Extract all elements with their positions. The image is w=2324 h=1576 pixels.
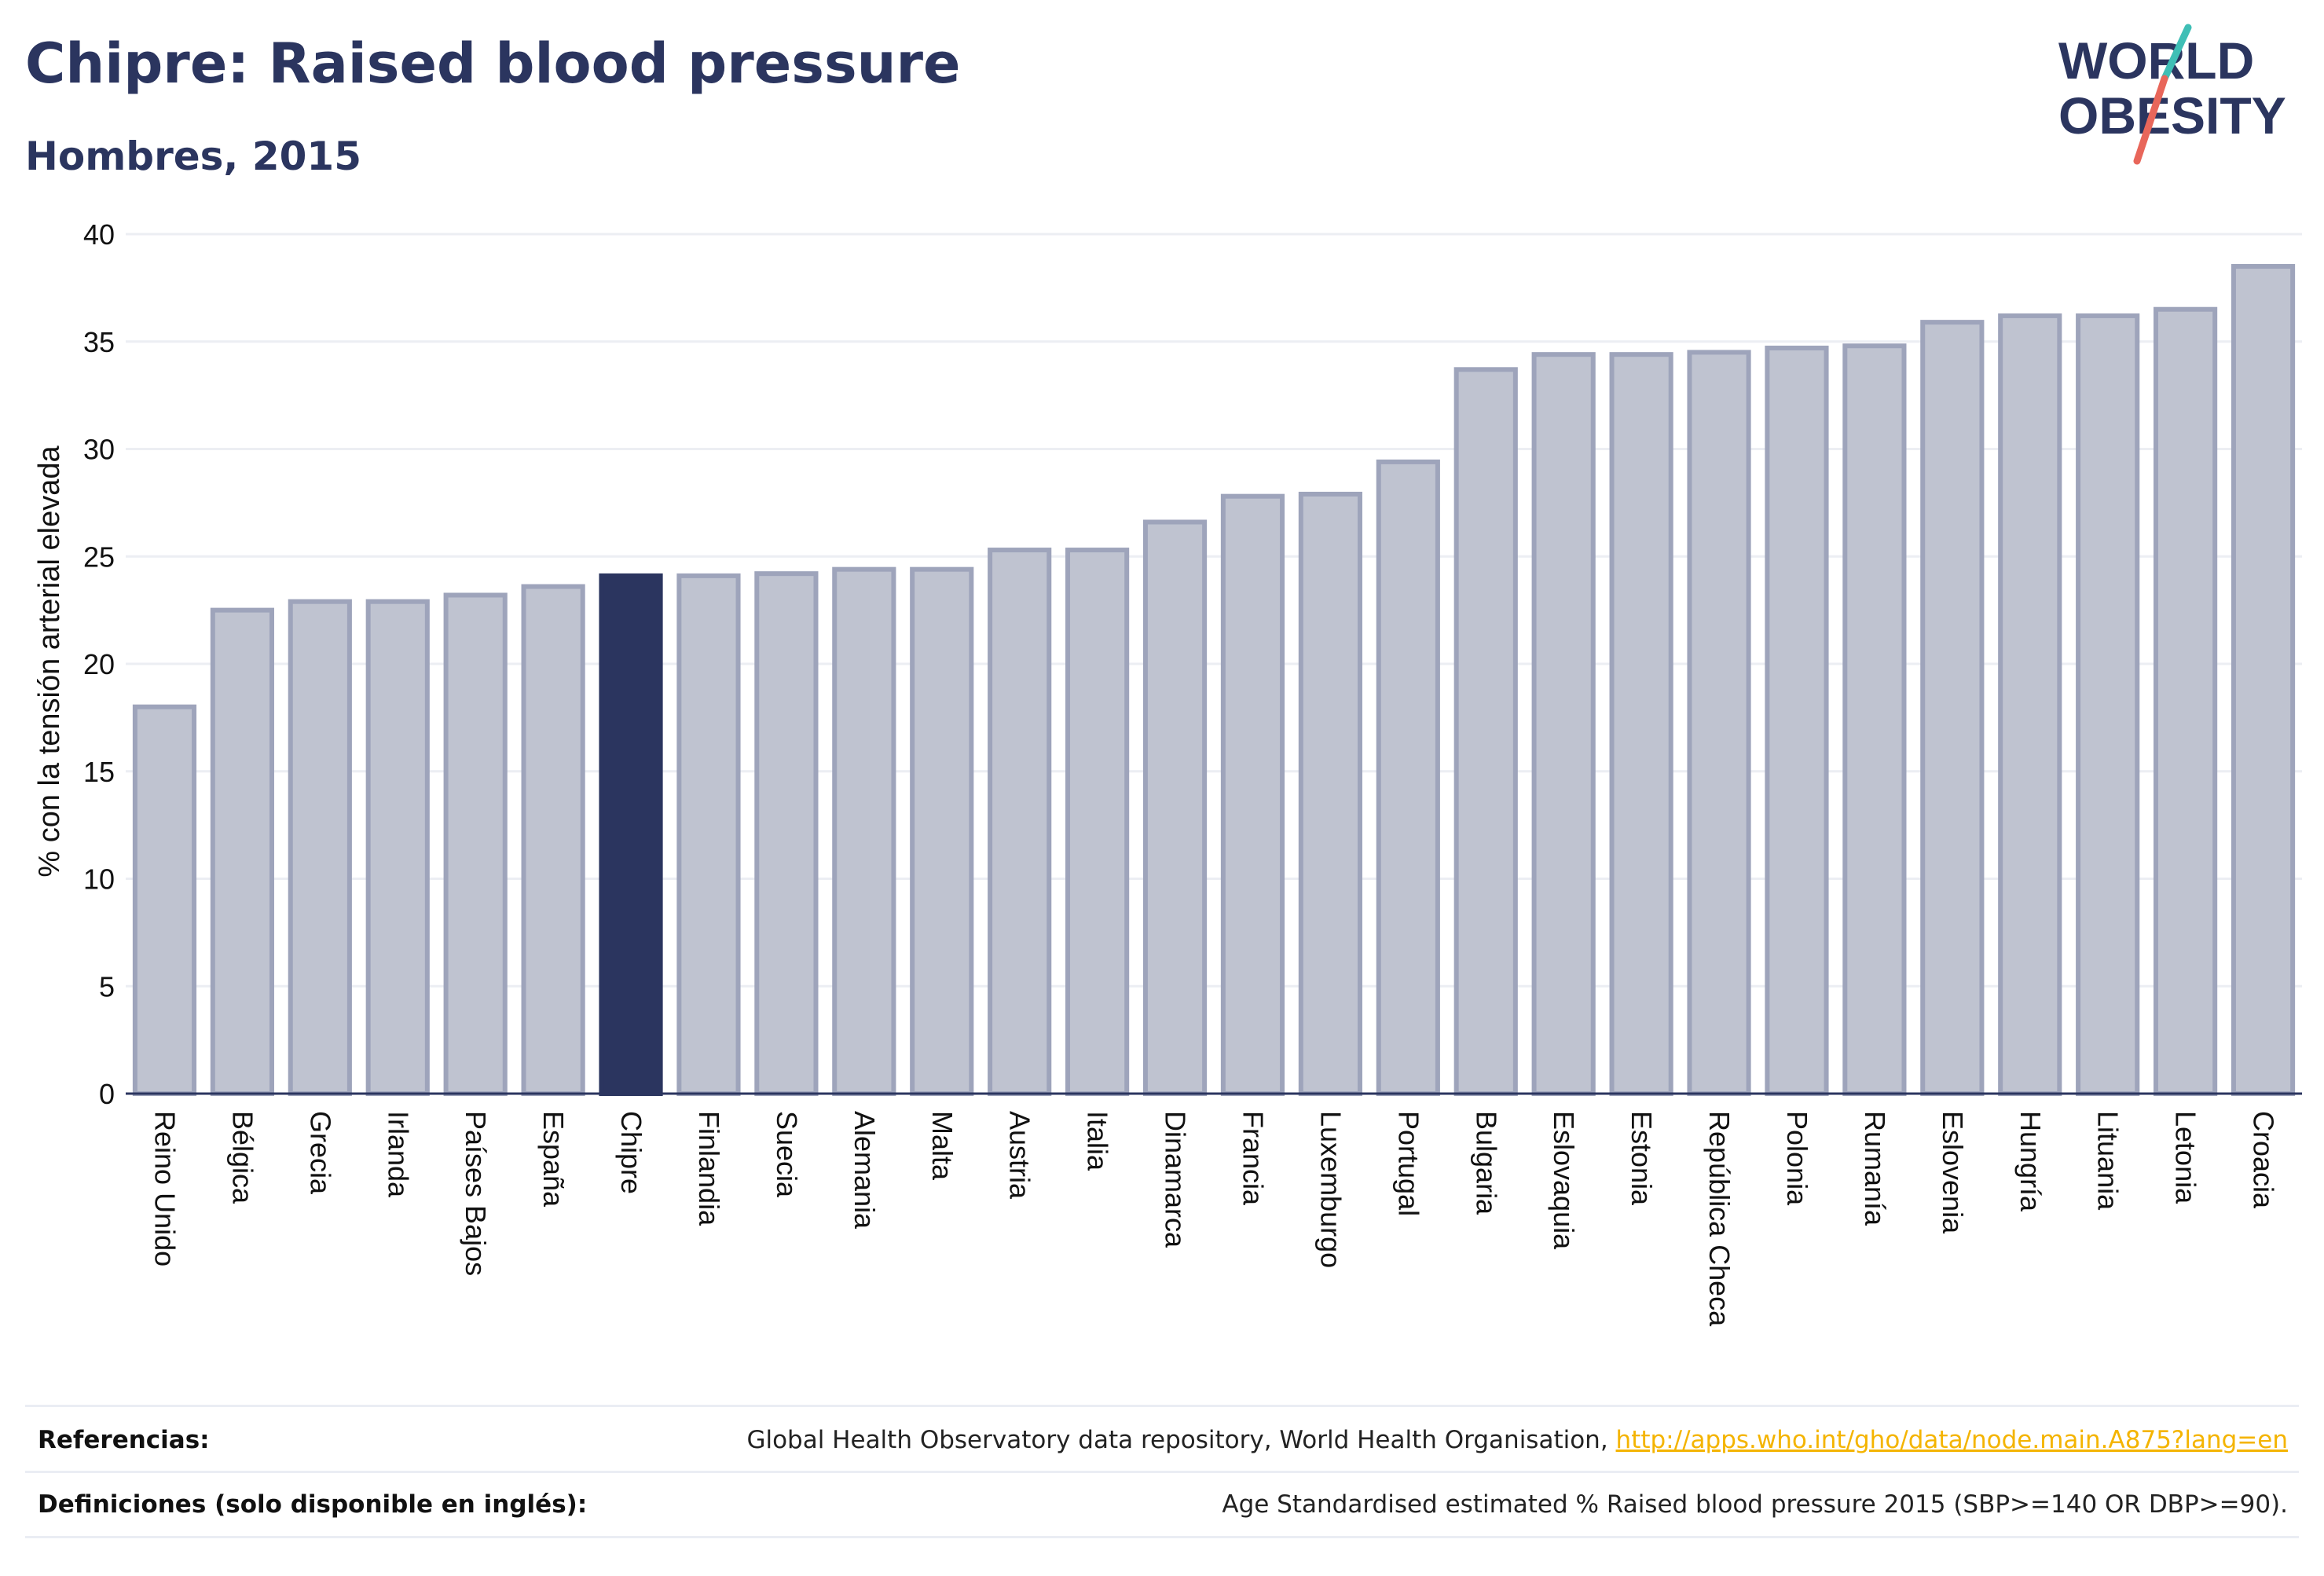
x-tick-label: Hungría <box>2014 1111 2047 1212</box>
logo-text-world: WORLD <box>2058 31 2254 90</box>
x-tick-label: Polonia <box>1781 1111 1813 1206</box>
references-label: Referencias: <box>38 1426 210 1454</box>
bar <box>443 592 508 1096</box>
axes: 0 5 10 15 20 25 30 35 40 Reino Unido Bélgica Grecia… <box>83 218 2302 1327</box>
logo-slash-bottom <box>2133 75 2168 165</box>
bar <box>210 607 274 1096</box>
bar <box>1220 493 1285 1096</box>
chart-title: Chipre: Raised blood pressure <box>25 31 961 96</box>
footer-divider-middle <box>25 1471 2299 1473</box>
y-tick-label: 15 <box>83 756 115 788</box>
bars <box>132 264 2296 1097</box>
x-tick-label: Malta <box>926 1111 959 1181</box>
x-tick-label: Estonia <box>1626 1111 1658 1206</box>
x-tick-label: Austria <box>1004 1111 1036 1200</box>
bar-chart: 0 5 10 15 20 25 30 35 40 Reino Unido Bélgica Grecia… <box>33 218 2302 1327</box>
x-tick-label: Bulgaria <box>1470 1111 1502 1215</box>
bar <box>1065 548 1130 1096</box>
bar <box>1531 352 1596 1097</box>
x-tick-label: Italia <box>1082 1111 1114 1171</box>
x-tick-label: Países Bajos <box>460 1111 492 1276</box>
references-link[interactable]: http://apps.who.int/gho/data/node.main.A… <box>1615 1426 2288 1454</box>
x-tick-label: Portugal <box>1392 1111 1424 1216</box>
bar <box>2231 264 2296 1096</box>
definitions-text: Age Standardised estimated % Raised bloo… <box>1222 1490 2288 1519</box>
bar <box>521 584 585 1096</box>
references-source: Global Health Observatory data repositor… <box>746 1426 1616 1454</box>
x-tick-label: Francia <box>1237 1111 1269 1206</box>
bar <box>1376 459 1440 1096</box>
x-tick-label: Letonia <box>2170 1111 2202 1204</box>
x-tick-label: España <box>537 1111 570 1208</box>
x-tick-label: Reino Unido <box>148 1111 181 1266</box>
y-tick-label: 35 <box>83 326 115 358</box>
footer-divider-top <box>25 1405 2299 1407</box>
footer-divider-bottom <box>25 1536 2299 1538</box>
bar <box>288 599 352 1096</box>
bar <box>2076 313 2140 1096</box>
x-tick-label: Eslovaquia <box>1548 1111 1580 1250</box>
x-tick-label: Luxemburgo <box>1314 1111 1347 1268</box>
bar <box>2154 306 2218 1097</box>
bar <box>910 566 974 1096</box>
bar-highlighted <box>599 573 663 1096</box>
bar <box>1920 320 1985 1096</box>
bar <box>1609 352 1673 1097</box>
bar <box>1842 343 1907 1097</box>
world-obesity-logo: WORLD OBESITY <box>2058 24 2286 165</box>
references-text: Global Health Observatory data repositor… <box>746 1426 2288 1454</box>
bar <box>365 599 430 1096</box>
x-tick-label: Finlandia <box>693 1111 725 1226</box>
y-tick-label: 25 <box>83 541 115 573</box>
x-tick-label: Rumanía <box>1859 1111 1891 1226</box>
bar <box>988 548 1052 1096</box>
bar <box>1453 367 1518 1096</box>
logo-text-obesity: OBESITY <box>2058 86 2286 145</box>
bar <box>132 704 197 1096</box>
x-tick-label: Bélgica <box>226 1111 258 1204</box>
y-tick-label: 20 <box>83 648 115 680</box>
x-tick-label: Chipre <box>615 1111 647 1194</box>
x-tick-label: Suecia <box>771 1111 803 1198</box>
y-tick-label: 10 <box>83 863 115 896</box>
x-tick-label: República Checa <box>1703 1111 1736 1327</box>
x-tick-label: Lituania <box>2092 1111 2124 1211</box>
chart-subtitle: Hombres, 2015 <box>25 134 361 179</box>
y-tick-label: 0 <box>99 1078 115 1110</box>
definitions-label: Definiciones (solo disponible en inglés)… <box>38 1490 588 1519</box>
bar <box>1298 491 1362 1096</box>
bar <box>1765 345 1829 1096</box>
y-tick-label: 5 <box>99 970 115 1002</box>
y-axis-label: % con la tensión arterial elevada <box>33 445 66 878</box>
x-tick-label: Croacia <box>2248 1111 2280 1209</box>
x-tick-label: Alemania <box>849 1111 881 1230</box>
x-tick-label: Grecia <box>304 1111 336 1195</box>
y-tick-label: 30 <box>83 434 115 466</box>
bar <box>754 571 819 1096</box>
x-tick-label: Eslovenia <box>1937 1111 1969 1234</box>
bar <box>1142 519 1208 1096</box>
y-tick-label: 40 <box>83 218 115 251</box>
bar <box>1687 350 1751 1096</box>
x-tick-label: Dinamarca <box>1160 1111 1192 1248</box>
bar <box>676 573 741 1096</box>
bar <box>832 566 896 1096</box>
bar <box>1998 313 2062 1096</box>
logo-slash-top <box>2161 24 2192 82</box>
x-tick-label: Irlanda <box>382 1111 414 1198</box>
